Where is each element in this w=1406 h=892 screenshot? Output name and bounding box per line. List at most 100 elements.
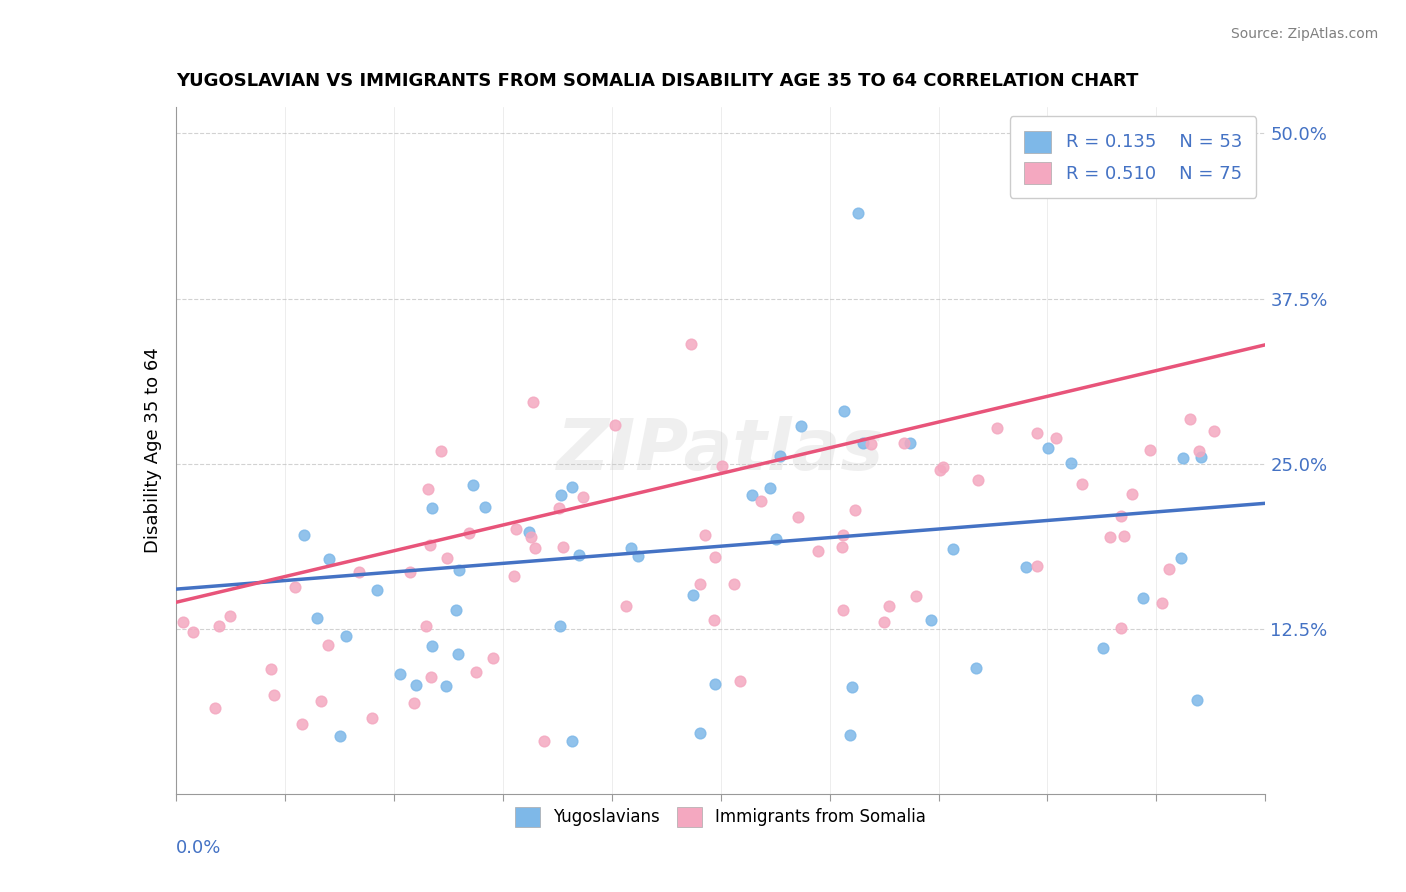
Point	[416, 482, 439, 496]
Point	[318, 552, 340, 566]
Point	[309, 694, 332, 708]
Point	[517, 524, 540, 539]
Point	[318, 638, 340, 652]
Point	[704, 549, 727, 564]
Point	[627, 549, 650, 563]
Point	[1036, 442, 1059, 456]
Point	[1099, 530, 1122, 544]
Point	[898, 436, 921, 450]
Text: ZIPatlas: ZIPatlas	[557, 416, 884, 485]
Point	[1171, 451, 1194, 466]
Point	[703, 613, 725, 627]
Point	[1091, 640, 1114, 655]
Point	[711, 458, 734, 473]
Point	[1152, 596, 1174, 610]
Point	[208, 619, 231, 633]
Point	[260, 662, 283, 676]
Point	[967, 474, 990, 488]
Point	[307, 610, 329, 624]
Point	[561, 480, 583, 494]
Point	[398, 565, 420, 579]
Point	[839, 728, 862, 742]
Text: Source: ZipAtlas.com: Source: ZipAtlas.com	[1230, 27, 1378, 41]
Point	[1178, 412, 1201, 426]
Point	[1188, 443, 1211, 458]
Point	[932, 460, 955, 475]
Point	[704, 677, 727, 691]
Point	[464, 665, 486, 680]
Text: YUGOSLAVIAN VS IMMIGRANTS FROM SOMALIA DISABILITY AGE 35 TO 64 CORRELATION CHART: YUGOSLAVIAN VS IMMIGRANTS FROM SOMALIA D…	[176, 72, 1137, 90]
Point	[361, 711, 384, 725]
Point	[335, 629, 357, 643]
Point	[986, 421, 1008, 435]
Point	[942, 541, 965, 556]
Point	[548, 619, 571, 633]
Point	[831, 527, 853, 541]
Point	[568, 548, 591, 562]
Point	[1157, 562, 1180, 576]
Point	[436, 550, 458, 565]
Point	[749, 494, 772, 508]
Point	[1015, 560, 1038, 574]
Point	[292, 527, 315, 541]
Point	[1109, 509, 1132, 524]
Point	[790, 419, 813, 434]
Point	[404, 696, 426, 710]
Legend: Yugoslavians, Immigrants from Somalia: Yugoslavians, Immigrants from Somalia	[502, 794, 939, 840]
Point	[920, 613, 942, 627]
Point	[553, 540, 575, 554]
Point	[1202, 424, 1225, 438]
Point	[1132, 591, 1154, 605]
Point	[420, 639, 443, 653]
Point	[204, 700, 226, 714]
Point	[434, 679, 457, 693]
Point	[430, 443, 453, 458]
Point	[844, 503, 866, 517]
Point	[965, 661, 987, 675]
Point	[561, 734, 583, 748]
Point	[787, 510, 810, 524]
Point	[1114, 529, 1136, 543]
Point	[474, 500, 496, 515]
Point	[765, 532, 787, 546]
Point	[620, 541, 643, 555]
Point	[893, 436, 915, 450]
Point	[463, 478, 485, 492]
Point	[728, 673, 751, 688]
Point	[572, 490, 595, 504]
Point	[832, 404, 855, 418]
Point	[458, 526, 481, 541]
Point	[831, 541, 853, 555]
Point	[449, 563, 471, 577]
Point	[605, 418, 627, 433]
Point	[879, 599, 901, 613]
Point	[505, 522, 527, 536]
Point	[1045, 431, 1067, 445]
Point	[807, 544, 830, 558]
Point	[502, 569, 524, 583]
Point	[682, 588, 704, 602]
Point	[681, 336, 703, 351]
Point	[420, 501, 443, 516]
Point	[447, 647, 470, 661]
Point	[1170, 550, 1192, 565]
Point	[1109, 621, 1132, 635]
Point	[851, 436, 873, 450]
Point	[550, 488, 572, 502]
Point	[329, 729, 352, 743]
Point	[859, 437, 882, 451]
Point	[741, 488, 763, 502]
Point	[533, 734, 555, 748]
Point	[1088, 179, 1111, 194]
Point	[1139, 443, 1161, 458]
Point	[1060, 456, 1083, 470]
Point	[769, 449, 792, 463]
Point	[520, 530, 543, 544]
Point	[481, 651, 503, 665]
Point	[695, 528, 717, 542]
Point	[1189, 450, 1212, 464]
Point	[419, 538, 441, 552]
Point	[522, 395, 544, 409]
Point	[1121, 487, 1143, 501]
Point	[1071, 477, 1094, 491]
